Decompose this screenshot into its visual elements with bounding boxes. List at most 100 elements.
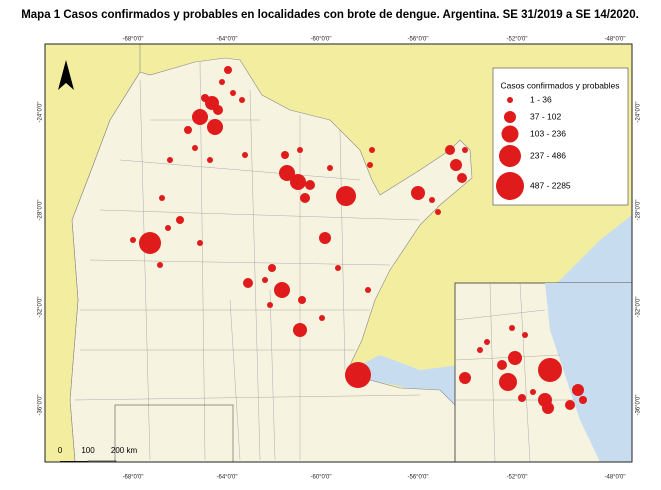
case-circle (462, 147, 468, 153)
latitude-label: -24°0'0" (636, 101, 642, 122)
latitude-label: -28°0'0" (38, 199, 44, 220)
case-circle (411, 186, 425, 200)
case-circle (459, 372, 471, 384)
map-frame (44, 43, 633, 463)
longitude-label: -48°0'0" (604, 475, 625, 481)
latitude-label: -36°0'0" (636, 394, 642, 415)
case-circle (297, 147, 303, 153)
legend-symbol (501, 125, 519, 143)
case-circle (279, 165, 295, 181)
case-circle (335, 265, 341, 271)
scale-label: 200 km (111, 446, 138, 455)
map-body: 1 - 36 37 - 102 103 - 236 237 - 486 487 - 22… (45, 44, 632, 462)
case-circle (230, 90, 236, 96)
case-circle (300, 193, 310, 203)
case-circle (239, 97, 245, 103)
latitude-label: -28°0'0" (636, 199, 642, 220)
longitude-label: -68°0'0" (122, 475, 143, 481)
scale-label: 100 (81, 446, 95, 455)
legend-label: 37 - 102 (530, 111, 561, 121)
case-circle (176, 216, 184, 224)
case-circle (579, 396, 587, 404)
latitude-label: -32°0'0" (38, 296, 44, 317)
legend-symbol (499, 145, 521, 167)
longitude-label: -48°0'0" (604, 37, 625, 43)
case-circle (242, 152, 248, 158)
latitude-label: -24°0'0" (38, 101, 44, 122)
case-circle (319, 315, 325, 321)
case-circle (268, 264, 276, 272)
case-circle (130, 237, 136, 243)
inset-sea (545, 283, 632, 462)
map-title: Mapa 1 Casos confirmados y probables en … (21, 9, 639, 21)
longitude-label: -68°0'0" (122, 37, 143, 43)
case-circle (290, 174, 306, 190)
case-circle (157, 262, 163, 268)
case-circle (298, 296, 306, 304)
case-circle (450, 159, 462, 171)
case-circle (369, 147, 375, 153)
legend-label: 1 - 36 (530, 94, 552, 104)
case-circle (192, 145, 198, 151)
latitude-label: -32°0'0" (636, 296, 642, 317)
longitude-label: -60°0'0" (310, 475, 331, 481)
scale-label: 0 (58, 446, 63, 455)
case-circle (509, 325, 515, 331)
legend: 1 - 36 37 - 102 103 - 236 237 - 486 487 - 22… (496, 94, 571, 200)
case-circle (499, 373, 517, 391)
legend-label: 237 - 486 (530, 150, 566, 160)
case-circle (243, 278, 253, 288)
longitude-label: -52°0'0" (506, 37, 527, 43)
case-circle (522, 332, 528, 338)
case-circle (274, 282, 290, 298)
case-circle (224, 66, 232, 74)
case-circle (477, 347, 483, 353)
case-circle (207, 119, 223, 135)
case-circle (497, 360, 507, 370)
case-circle (336, 186, 356, 206)
longitude-label: -56°0'0" (407, 37, 428, 43)
scale-frame (114, 404, 234, 462)
case-circle (213, 105, 223, 115)
case-circle (207, 157, 213, 163)
case-circle (530, 389, 536, 395)
case-circle (267, 302, 273, 308)
case-circle (184, 126, 192, 134)
case-circle (429, 197, 435, 203)
case-circle (219, 79, 225, 85)
case-circle (542, 402, 554, 414)
graticule-labels: -68°0'0" -68°0'0" -64°0'0" -64°0'0" -60°0'0"… (38, 37, 642, 481)
legend-label: 487 - 2285 (530, 180, 571, 190)
case-circle (508, 351, 522, 365)
case-circle (538, 358, 562, 382)
chile (45, 44, 141, 462)
longitude-label: -64°0'0" (216, 475, 237, 481)
legend-label: 103 - 236 (530, 128, 566, 138)
north-arrow (58, 60, 74, 90)
latitude-label: -36°0'0" (38, 394, 44, 415)
case-circle (167, 157, 173, 163)
case-circle (165, 225, 171, 231)
longitude-label: -56°0'0" (407, 475, 428, 481)
case-circle (327, 165, 333, 171)
case-circles (130, 66, 587, 414)
case-circle (192, 109, 208, 125)
case-circle (484, 339, 490, 345)
case-circle (262, 277, 268, 283)
case-circle (197, 240, 203, 246)
case-circle (345, 362, 371, 388)
case-circle (518, 394, 526, 402)
legend-symbol (504, 111, 516, 123)
case-circle (159, 195, 165, 201)
case-circle (445, 145, 455, 155)
case-circle (365, 287, 371, 293)
case-circle (293, 323, 307, 337)
longitude-label: -60°0'0" (310, 37, 331, 43)
case-circle (565, 400, 575, 410)
case-circle (457, 173, 467, 183)
case-circle (305, 180, 315, 190)
case-circle (139, 232, 161, 254)
inset-departments (454, 282, 575, 462)
legend-symbol (496, 172, 524, 200)
